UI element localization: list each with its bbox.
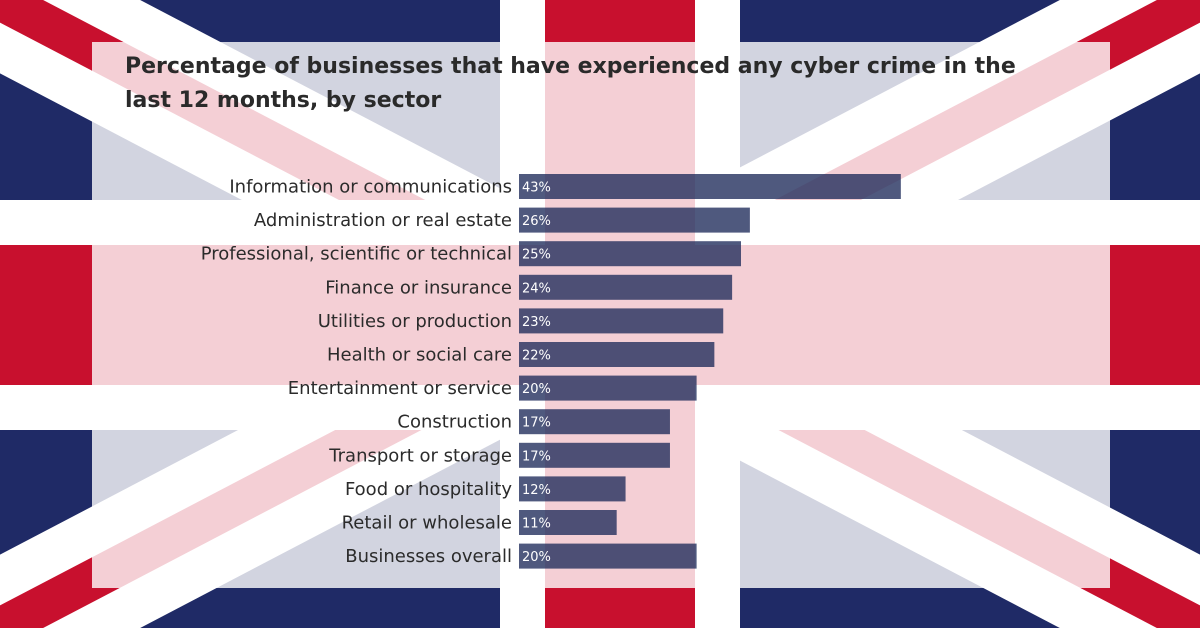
- category-label: Utilities or production: [318, 311, 512, 332]
- bar: [519, 274, 733, 300]
- bar: [519, 442, 670, 468]
- category-label: Finance or insurance: [325, 277, 512, 298]
- bar: [519, 342, 715, 367]
- category-label: Professional, scientific or technical: [201, 244, 512, 265]
- value-label: 23%: [522, 315, 551, 330]
- value-label: 20%: [522, 382, 551, 397]
- category-label: Administration or real estate: [254, 210, 512, 231]
- category-label: Food or hospitality: [345, 479, 512, 500]
- chart-title: Percentage of businesses that have exper…: [125, 54, 1016, 113]
- value-label: 17%: [522, 416, 551, 431]
- value-label: 22%: [522, 349, 551, 364]
- bar: [519, 207, 750, 233]
- category-label: Transport or storage: [328, 445, 512, 466]
- bar: [519, 174, 901, 199]
- value-label: 12%: [522, 483, 551, 498]
- value-label: 17%: [522, 449, 551, 464]
- category-label: Entertainment or service: [288, 378, 512, 399]
- category-label: Health or social care: [327, 345, 512, 366]
- bar: [519, 510, 617, 535]
- bar: [519, 409, 670, 435]
- value-label: 43%: [522, 181, 551, 196]
- bar: [519, 476, 626, 502]
- category-label: Information or communications: [229, 177, 512, 198]
- bar: [519, 308, 724, 334]
- category-label: Retail or wholesale: [342, 513, 512, 534]
- bar: [519, 241, 741, 267]
- bar: [519, 543, 697, 569]
- category-label: Businesses overall: [345, 546, 512, 567]
- value-label: 20%: [522, 550, 551, 565]
- value-label: 25%: [522, 248, 551, 263]
- value-label: 11%: [522, 517, 551, 532]
- value-label: 24%: [522, 281, 551, 296]
- bar: [519, 375, 697, 401]
- category-label: Construction: [397, 412, 512, 433]
- value-label: 26%: [522, 214, 551, 229]
